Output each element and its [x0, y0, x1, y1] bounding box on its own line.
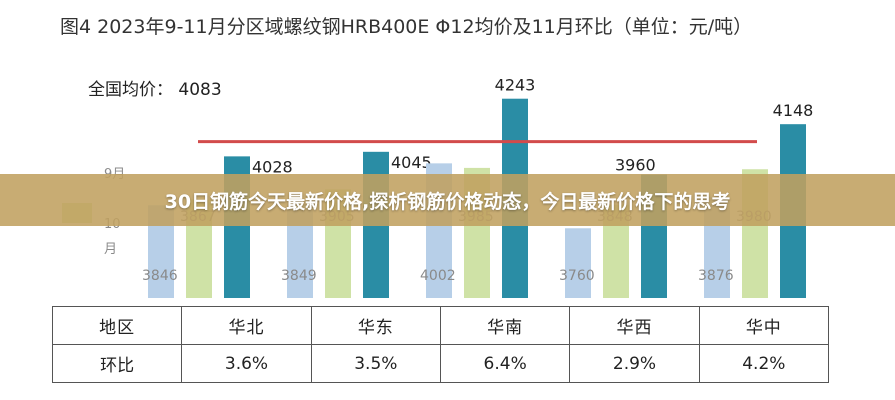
- table-cell: 2.9%: [569, 344, 700, 383]
- data-label-nov: 4028: [252, 157, 293, 176]
- data-label-nov: 4243: [495, 76, 536, 95]
- chart-title: 图4 2023年9-11月分区域螺纹钢HRB400E Φ12均价及11月环比（单…: [60, 16, 752, 38]
- table-header-cell: 华北: [181, 306, 312, 345]
- table-cell: 6.4%: [439, 344, 571, 383]
- table-header-row: 地区 华北 华东 华南 华西 华中: [51, 306, 830, 345]
- table-header-cell: 华中: [698, 306, 830, 345]
- data-label-sep: 4002: [420, 268, 456, 284]
- table-header-cell: 华西: [569, 306, 700, 345]
- table-cell: 3.6%: [181, 344, 312, 383]
- data-label-nov: 4148: [773, 101, 814, 120]
- data-label-sep: 3846: [142, 268, 178, 284]
- data-label-nov: 4045: [391, 153, 432, 172]
- legend-oct-unit: 月: [104, 242, 117, 257]
- ratio-table: 地区 华北 华东 华南 华西 华中 环比 3.6% 3.5% 6.4% 2.9%…: [51, 306, 830, 383]
- table-header-cell: 华东: [310, 306, 441, 345]
- data-label-sep: 3849: [281, 268, 317, 284]
- table-cell: 4.2%: [698, 344, 830, 383]
- average-label: 全国均价： 4083: [88, 80, 222, 100]
- bar-华西-9月: [565, 228, 591, 298]
- table-cell: 环比: [51, 344, 183, 383]
- data-label-sep: 3876: [698, 268, 734, 284]
- headline-text: 30日钢筋今天最新价格,探析钢筋价格动态，今日最新价格下的思考: [164, 190, 731, 213]
- table-cell: 3.5%: [310, 344, 441, 383]
- data-label-nov: 3960: [615, 156, 656, 175]
- data-label-sep: 3760: [559, 268, 595, 284]
- table-row: 环比 3.6% 3.5% 6.4% 2.9% 4.2%: [51, 344, 830, 383]
- table-header-cell: 地区: [51, 306, 183, 345]
- headline-banner: 30日钢筋今天最新价格,探析钢筋价格动态，今日最新价格下的思考: [0, 174, 895, 226]
- table-header-cell: 华南: [439, 306, 571, 345]
